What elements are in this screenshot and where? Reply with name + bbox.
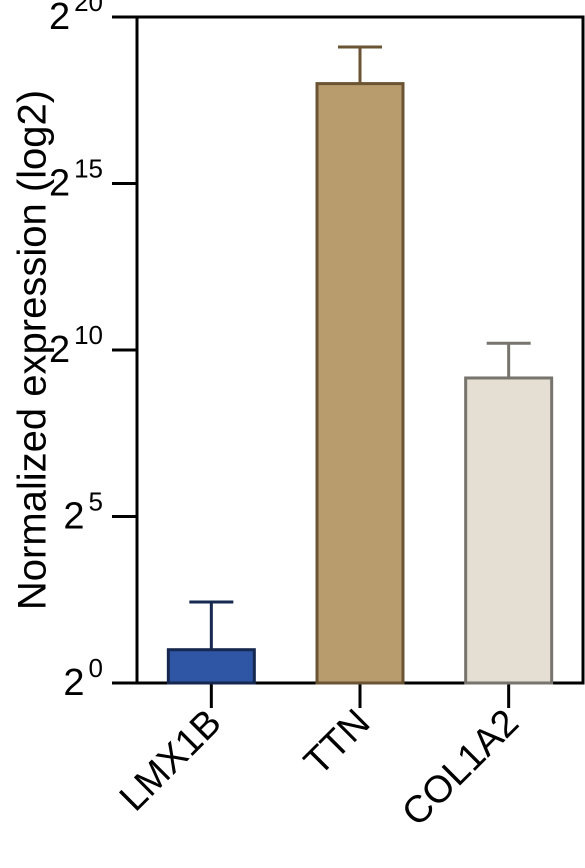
x-tick-label: LMX1B xyxy=(112,702,230,820)
y-tick-exponent: 20 xyxy=(74,0,103,17)
y-tick-label: 2 20 xyxy=(49,0,103,38)
y-tick-base: 2 xyxy=(49,329,70,371)
bar xyxy=(315,82,405,685)
x-tick-label: TTN xyxy=(296,702,378,784)
y-tick-exponent: 5 xyxy=(89,487,103,517)
y-tick-label: 2 10 xyxy=(49,320,103,371)
y-tick-label: 2 15 xyxy=(49,154,103,205)
y-tick-exponent: 10 xyxy=(74,320,103,350)
y-tick-base: 2 xyxy=(63,496,84,538)
bar xyxy=(464,376,554,685)
y-tick-exponent: 15 xyxy=(74,154,103,184)
y-axis-label: Normalized expression (log2) xyxy=(11,90,55,610)
bar xyxy=(166,648,256,685)
x-tick-label: COL1A2 xyxy=(394,702,527,835)
y-tick-exponent: 0 xyxy=(89,653,103,683)
y-tick-base: 2 xyxy=(63,662,84,704)
y-tick-base: 2 xyxy=(49,163,70,205)
y-tick-base: 2 xyxy=(49,0,70,38)
